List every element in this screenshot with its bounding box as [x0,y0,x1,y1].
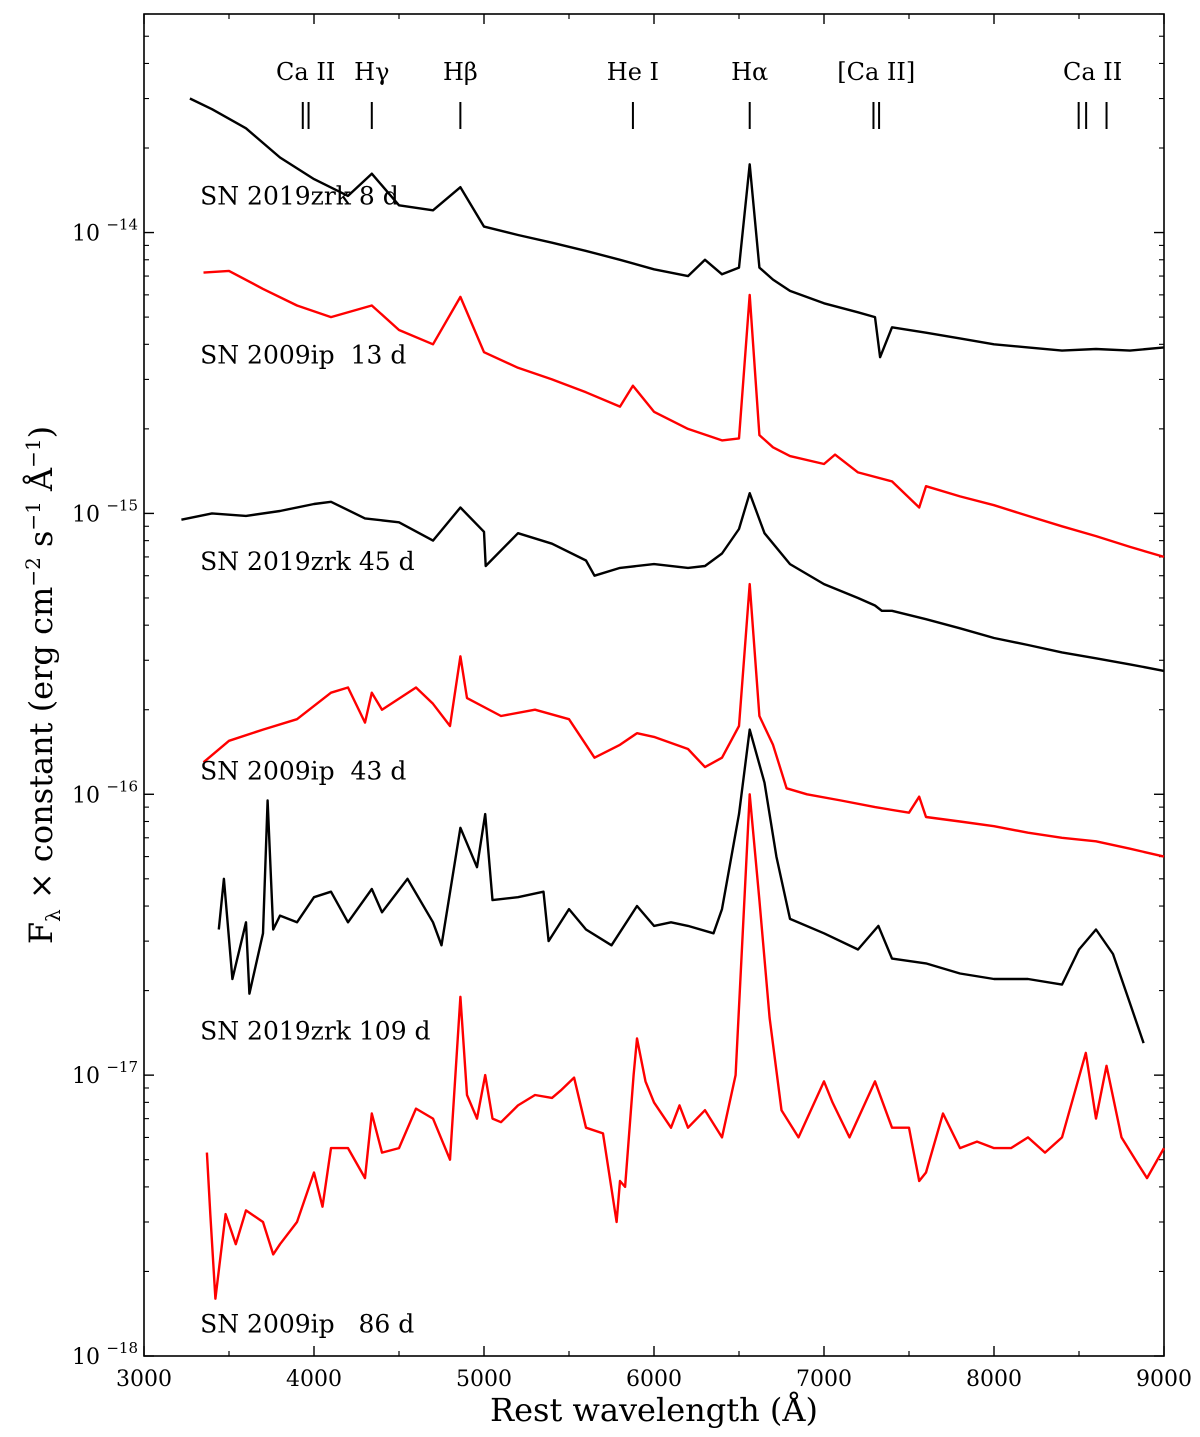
x-tick-label: 8000 [966,1367,1022,1392]
y-tick-exponent: −16 [106,777,138,795]
spectrum-line [181,492,1165,673]
x-tick-label: 4000 [286,1367,342,1392]
y-axis-title-part: F [22,922,60,944]
x-tick-label: 5000 [456,1367,512,1392]
y-tick-label: 10 [72,783,100,808]
spectrum-label: SN 2009ip 43 d [200,756,406,785]
y-tick-label: 10 [72,222,100,247]
y-axis-title-part: Å [22,467,60,501]
y-tick-base: 10 [72,783,100,808]
y-axis-title-part: × constant (erg cm [22,587,60,910]
y-tick-exponent: −17 [106,1058,138,1076]
x-tick-label: 9000 [1136,1367,1192,1392]
y-tick-exponent: −14 [106,216,138,234]
line-marker-label: Hα [731,58,768,86]
y-tick-label: 10 [72,502,100,527]
y-tick-base: 10 [72,1345,100,1370]
y-tick-label: 10 [72,1345,100,1370]
axis-ticks: 3000 4000 5000 6000 7000 8000 9000 10 −14 10 −15 10… [72,13,1192,1392]
spectrum-line [202,582,1165,858]
spectrum-line [189,97,1165,359]
spectrum-line [203,269,1165,559]
line-marker-label: Ca II [1063,58,1122,86]
y-axis-title-part: s [22,531,60,558]
spectrum-label: SN 2019zrk 8 d [200,181,399,210]
x-tick-label: 7000 [796,1367,852,1392]
spectrum-label: SN 2019zrk 45 d [200,547,415,576]
line-marker-label: Hβ [443,58,478,86]
line-marker-label: He I [607,58,659,86]
y-tick-base: 10 [72,1064,100,1089]
y-axis-title-part: ) [22,426,60,438]
y-tick-base: 10 [72,222,100,247]
plot-area: 3000 4000 5000 6000 7000 8000 9000 10 −14 10 −15 10… [72,13,1192,1392]
y-tick-exponent: −15 [106,496,138,514]
line-marker-label: [Ca II] [837,58,915,86]
y-axis-title-part: −1 [21,501,45,530]
y-tick-label: 10 [72,1064,100,1089]
spectrum-label: SN 2009ip 13 d [200,340,406,369]
line-marker-label: Ca II [276,58,335,86]
y-axis-title: Fλ × constant (erg cm−2 s−1 Å−1) [21,426,65,944]
y-tick-base: 10 [72,502,100,527]
spectrum-line [217,728,1145,1044]
spectrum-label: SN 2019zrk 109 d [200,1016,430,1045]
x-tick-label: 3000 [116,1367,172,1392]
x-tick-label: 6000 [626,1367,682,1392]
y-axis-title-part: λ [41,909,65,922]
spectra-series [181,97,1166,1300]
line-marker-label: Hγ [354,58,389,86]
spectrum-labels: SN 2019zrk 8 d SN 2009ip 13 d SN 2019zrk 4… [200,181,430,1338]
y-tick-exponent: −18 [106,1339,138,1357]
spectrum-label: SN 2009ip 86 d [200,1310,414,1339]
emission-line-markers: Ca II Hγ Hβ He I Hα [Ca II] Ca II [276,58,1122,129]
y-axis-title-part: −2 [21,557,45,586]
y-axis-title-part: −1 [21,438,45,467]
spectrum-line [205,793,1166,1300]
x-axis-title: Rest wavelength (Å) [490,1391,818,1429]
plot-frame [143,13,1165,1357]
